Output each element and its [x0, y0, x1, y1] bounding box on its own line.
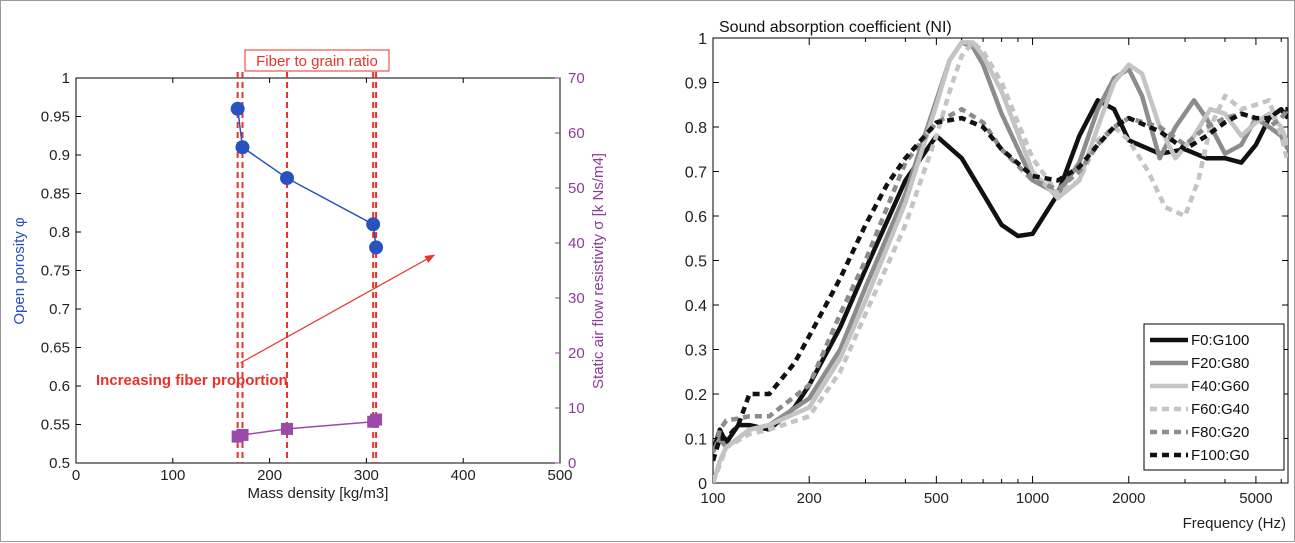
- resistivity-point: [236, 428, 249, 441]
- abs-y-tick-label: 0.3: [685, 343, 707, 360]
- right-y-ticks: 0 10 20 30 40 50 60 70: [555, 70, 585, 472]
- left-y-label: Open porosity φ: [11, 217, 28, 325]
- right-y-tick-label: 10: [568, 400, 585, 417]
- abs-y-tick-label: 0: [698, 476, 707, 493]
- legend: F0:G100 F20:G80 F40:G60 F60:G40 F80:G20 F100:…: [1143, 323, 1285, 471]
- right-y-tick-label: 0: [568, 455, 576, 472]
- left-y-tick-label: 0.85: [41, 186, 70, 203]
- legend-label: F0:G100: [1191, 332, 1249, 349]
- legend-label: F100:G0: [1191, 447, 1249, 464]
- abs-y-tick-label: 0.7: [685, 165, 707, 182]
- absorption-curve-f60-g40: [713, 40, 1288, 483]
- freq-tick-label: 5000: [1239, 490, 1272, 507]
- porosity-point: [235, 140, 250, 155]
- right-y-ticks-abs: 0 0.1 0.2 0.3 0.4 0.5 0.6 0.7 0.8 0.9 1: [685, 31, 1288, 493]
- left-y-tick-label: 0.65: [41, 340, 70, 357]
- abs-y-tick-label: 0.9: [685, 76, 707, 93]
- abs-y-tick-label: 0.5: [685, 254, 707, 271]
- right-y-tick-label: 60: [568, 125, 585, 142]
- left-y-tick-label: 0.6: [49, 378, 70, 395]
- left-y-tick-label: 1: [62, 70, 70, 87]
- abs-y-tick-label: 0.6: [685, 209, 707, 226]
- resistivity-point: [281, 422, 294, 435]
- left-y-tick-label: 0.8: [49, 224, 70, 241]
- right-y-tick-label: 40: [568, 235, 585, 252]
- abs-y-tick-label: 0.8: [685, 120, 707, 137]
- absorption-series: [713, 40, 1288, 483]
- right-y-tick-label: 70: [568, 70, 585, 87]
- absorption-curve-f100-g0: [713, 106, 1288, 462]
- porosity-point: [230, 101, 245, 116]
- resistivity-point: [370, 413, 383, 426]
- left-y-tick-label: 0.7: [49, 301, 70, 318]
- legend-label: F60:G40: [1191, 401, 1249, 418]
- right-y-label: Static air flow resistivity σ [k Ns/m4]: [590, 153, 607, 389]
- trend-label: Increasing fiber proportion: [96, 372, 288, 389]
- left-plot-area: [75, 77, 561, 464]
- freq-tick-label: 500: [924, 490, 949, 507]
- fiber-ratio-lines: [236, 72, 378, 463]
- legend-label: F40:G60: [1191, 378, 1249, 395]
- left-x-ticks: 0 100 200 300 400 500: [72, 78, 573, 484]
- left-series: [230, 101, 384, 443]
- left-y-tick-label: 0.5: [49, 455, 70, 472]
- fiber-ratio-box: [244, 49, 390, 72]
- left-x-tick-label: 0: [72, 467, 80, 484]
- left-x-tick-label: 500: [547, 467, 572, 484]
- left-x-tick-label: 400: [451, 467, 476, 484]
- right-x-label: Frequency (Hz): [1183, 515, 1286, 532]
- left-x-tick-label: 100: [160, 467, 185, 484]
- right-y-tick-label: 50: [568, 180, 585, 197]
- right-x-ticks: 100 200 500 1000 2000 5000: [700, 38, 1282, 507]
- legend-box: [1143, 323, 1285, 471]
- left-y-tick-label: 0.95: [41, 109, 70, 126]
- right-y-tick-label: 20: [568, 345, 585, 362]
- right-chart: 100 200 500 1000 2000 5000 0 0.1 0.2 0.3 0.4 0.5 0.…: [685, 19, 1289, 532]
- porosity-point: [366, 217, 381, 232]
- left-y-tick-label: 0.55: [41, 417, 70, 434]
- left-x-tick-label: 300: [354, 467, 379, 484]
- legend-label: F20:G80: [1191, 355, 1249, 372]
- abs-y-tick-label: 0.1: [685, 432, 707, 449]
- porosity-point: [369, 240, 384, 255]
- freq-tick-label: 200: [797, 490, 822, 507]
- freq-tick-label: 2000: [1112, 490, 1145, 507]
- absorption-curve-f40-g60: [713, 40, 1288, 483]
- left-chart: 0 100 200 300 400 500 0.50.550.60.650.70.750.…: [11, 49, 607, 502]
- abs-y-tick-label: 0.4: [685, 298, 707, 315]
- abs-y-tick-label: 0.2: [685, 387, 707, 404]
- right-chart-title: Sound absorption coefficient (NI): [719, 19, 952, 36]
- trend-arrow: [240, 254, 436, 364]
- right-y-tick-label: 30: [568, 290, 585, 307]
- fiber-ratio-label: Fiber to grain ratio: [256, 53, 378, 70]
- porosity-point: [280, 171, 295, 186]
- left-y-tick-label: 0.9: [49, 147, 70, 164]
- legend-label: F80:G20: [1191, 424, 1249, 441]
- left-x-tick-label: 200: [257, 467, 282, 484]
- freq-tick-label: 100: [700, 490, 725, 507]
- left-y-ticks: 0.5 0.55 0.6 0.65 0.7 0.75 0.8 0.85 0.9 0.95 1: [41, 70, 81, 472]
- left-y-tick-label: 0.75: [41, 263, 70, 280]
- abs-y-tick-label: 1: [698, 31, 707, 48]
- left-x-label: Mass density [kg/m3]: [248, 485, 389, 502]
- freq-tick-label: 1000: [1016, 490, 1049, 507]
